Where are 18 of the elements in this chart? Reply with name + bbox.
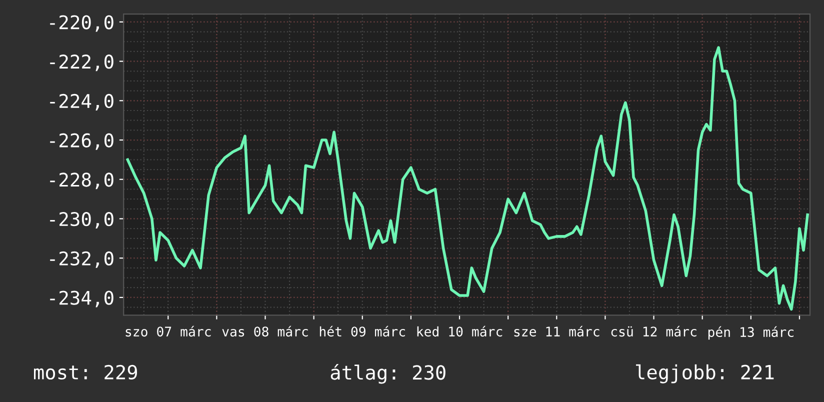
y-tick-label: -226,0: [50, 133, 114, 150]
y-tick-label: -232,0: [50, 251, 114, 268]
y-tick-label: -220,0: [50, 15, 114, 32]
y-tick-label: -224,0: [50, 94, 114, 110]
y-tick-label: -230,0: [50, 212, 114, 229]
y-tick-label: -234,0: [50, 290, 114, 308]
x-tick-label: pén 13 márc: [708, 326, 794, 340]
text: most: 229: [34, 364, 137, 380]
x-tick-label: sze 11 márc: [514, 326, 600, 337]
x-tick-label: ked 10 márc: [417, 326, 502, 337]
x-tick-label: hét 09 márc: [320, 326, 405, 337]
text: legjobb: 221: [636, 364, 774, 384]
x-tick-label: szo 07 márc: [126, 326, 211, 337]
y-tick-label: -222,0: [50, 54, 114, 72]
y-tick-label: -228,0: [50, 172, 114, 190]
text: átlag: 230: [330, 364, 446, 384]
x-tick-label: vas 08 márc: [222, 326, 308, 337]
x-tick-label: csü 12 márc: [611, 326, 696, 337]
